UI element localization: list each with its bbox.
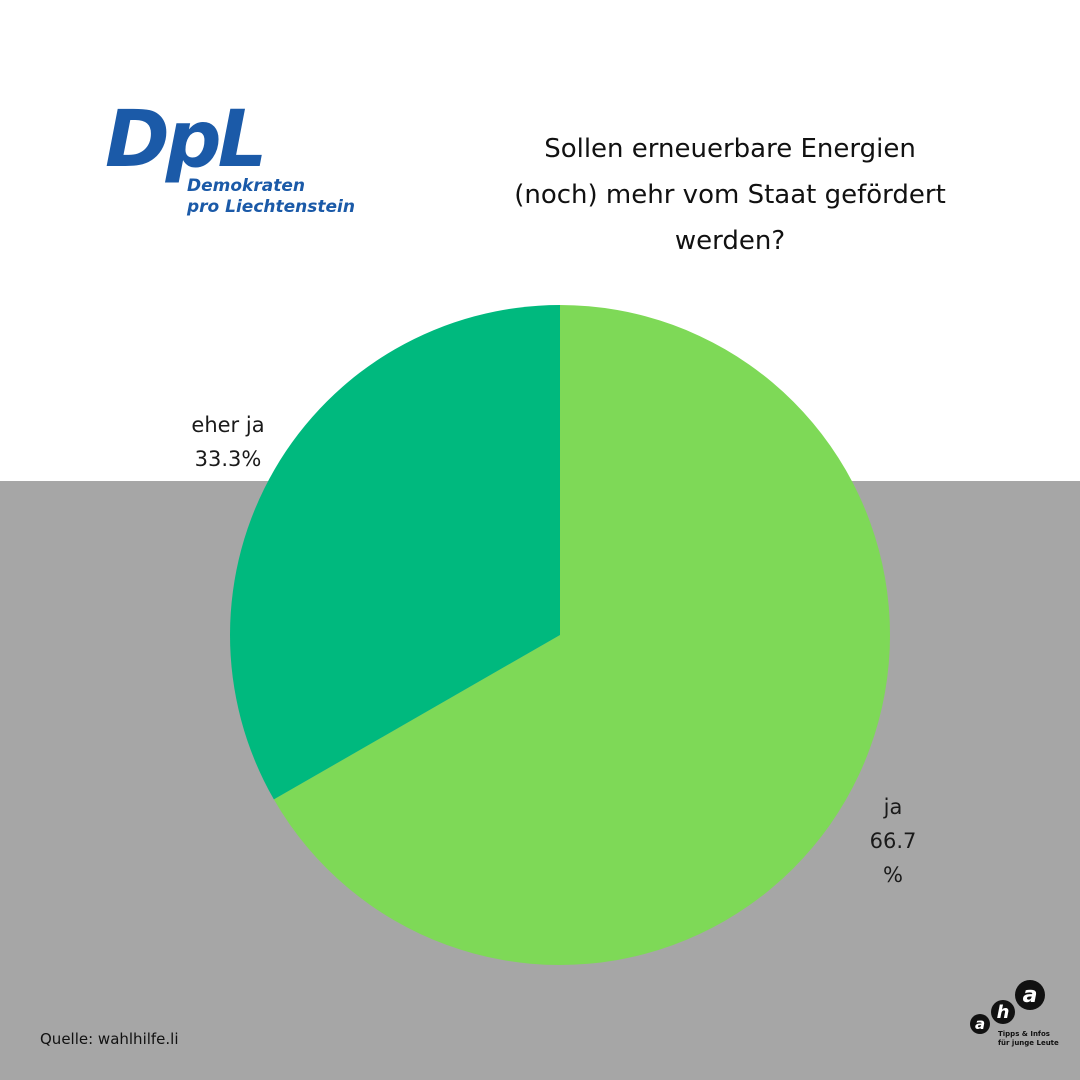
chart-title-line-1: Sollen erneuerbare Energien: [544, 134, 916, 164]
source-note: Quelle: wahlhilfe.li: [40, 1030, 179, 1048]
dpl-logo-line-2: pro Liechtenstein: [187, 197, 355, 217]
slice-label-ja: ja 66.7 %: [855, 790, 931, 892]
aha-tagline: Tipps & Infos für junge Leute: [998, 1030, 1059, 1048]
aha-logo-mark: a h a: [970, 980, 1045, 1034]
aha-circle-2: [991, 1000, 1015, 1024]
pie-slices: [230, 305, 891, 966]
aha-circle-1: [970, 1014, 990, 1034]
dpl-logo-line-1: Demokraten: [187, 176, 305, 196]
slice-value-ja-percent: %: [883, 863, 903, 887]
chart-title-line-2: (noch) mehr vom Staat gefördert: [514, 180, 946, 210]
pie-slice-ja: [273, 305, 891, 966]
aha-letter-2: h: [997, 1002, 1010, 1023]
aha-letter-1: a: [975, 1015, 985, 1033]
aha-tagline-1: Tipps & Infos: [998, 1030, 1050, 1038]
aha-circle-3: [1015, 980, 1045, 1010]
chart-title-line-3: werden?: [674, 226, 786, 256]
aha-tagline-2: für junge Leute: [998, 1039, 1059, 1047]
aha-letter-3: a: [1023, 983, 1038, 1008]
chart-title: Sollen erneuerbare Energien (noch) mehr …: [470, 126, 990, 264]
slice-value-eher-ja: 33.3%: [194, 447, 262, 471]
slice-label-eher-ja: eher ja 33.3%: [178, 408, 278, 476]
slice-value-ja-number: 66.7: [869, 829, 917, 853]
slice-category-eher-ja: eher ja: [191, 413, 265, 437]
aha-logo: a h a Tipps & Infos für junge Leute: [966, 978, 1066, 1058]
dpl-logo-mark: DpL: [105, 95, 267, 185]
dpl-logo-subtitle: Demokraten pro Liechtenstein: [187, 176, 355, 218]
pie-slice-eher-ja: [230, 305, 560, 800]
slice-category-ja: ja: [883, 795, 903, 819]
dpl-logo: DpL Demokraten pro Liechtenstein: [105, 100, 365, 225]
